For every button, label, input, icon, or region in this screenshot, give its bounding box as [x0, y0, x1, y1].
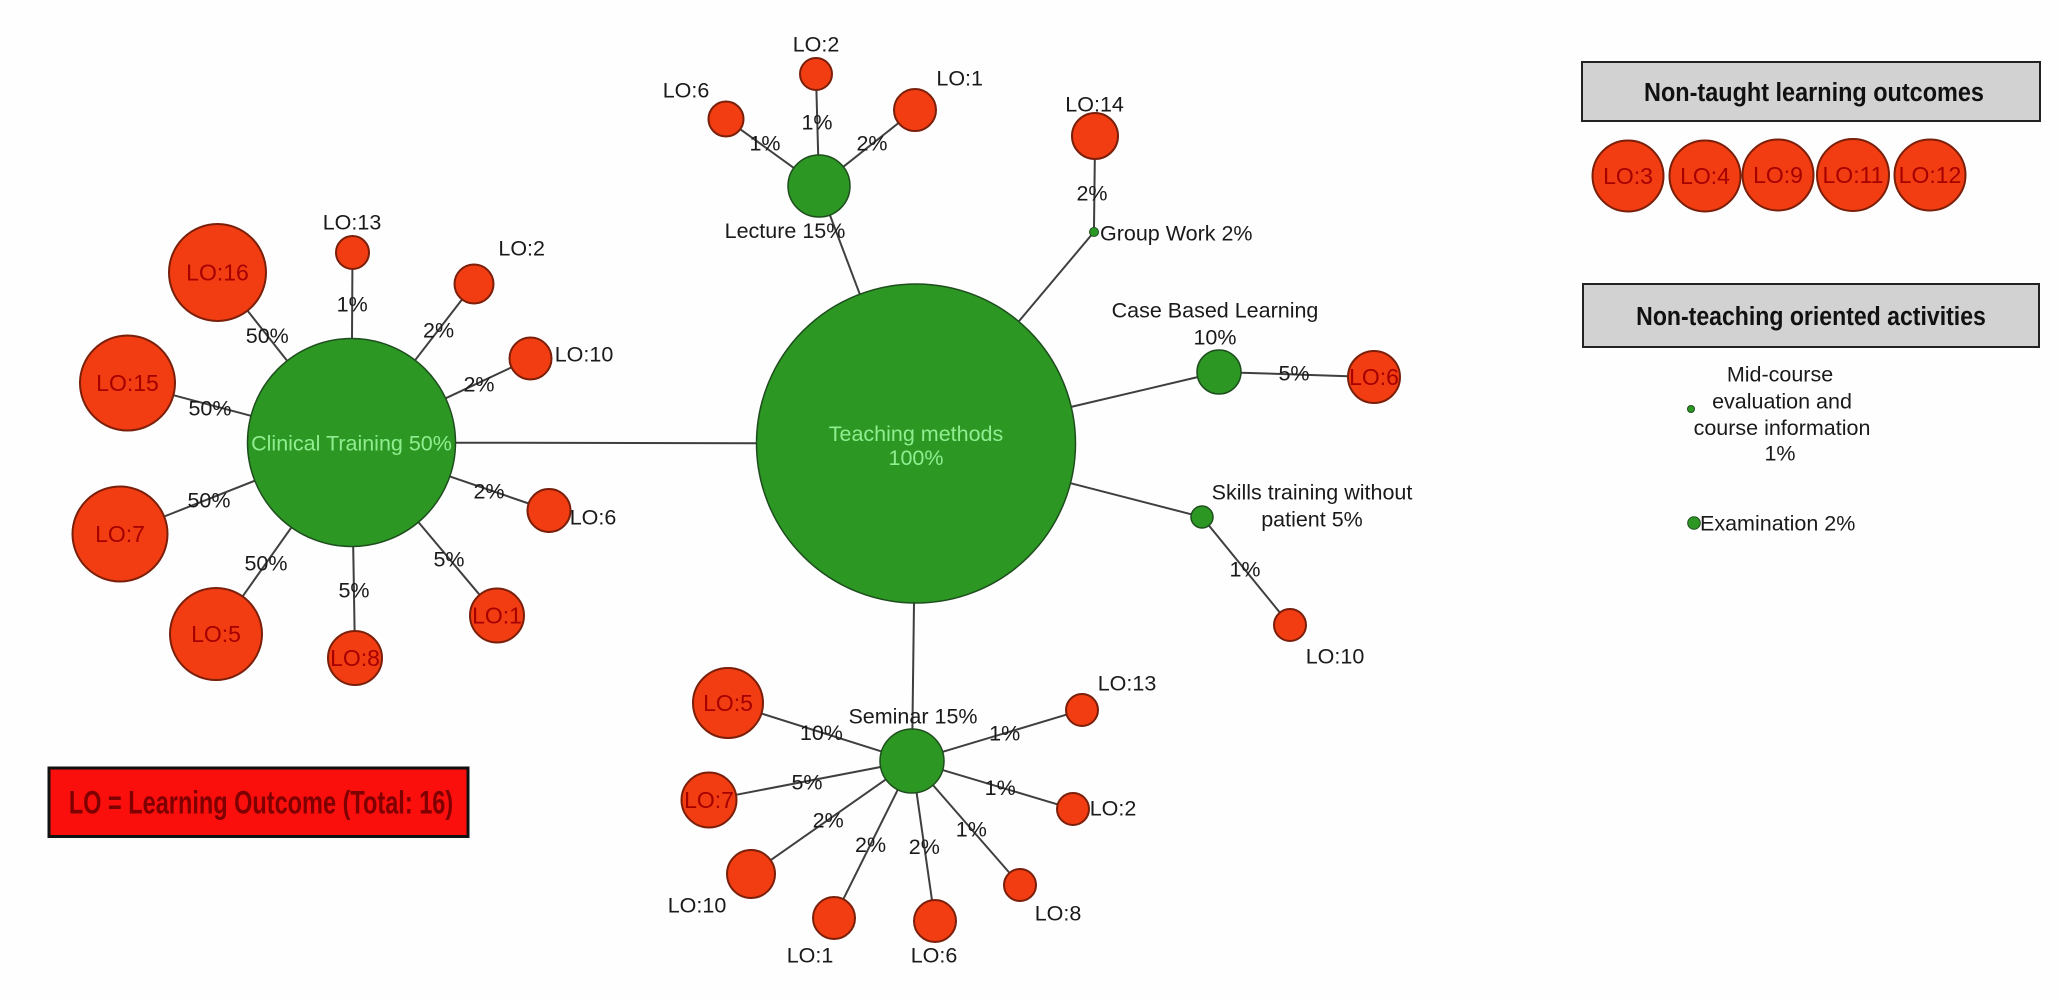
svg-text:2%: 2%	[813, 808, 844, 832]
svg-text:1%: 1%	[1229, 558, 1260, 582]
svg-text:LO:6: LO:6	[1349, 364, 1399, 390]
svg-text:Case Based Learning: Case Based Learning	[1112, 299, 1319, 323]
svg-text:LO:14: LO:14	[1065, 93, 1124, 117]
svg-text:5%: 5%	[433, 548, 464, 572]
svg-text:course information: course information	[1694, 416, 1871, 440]
svg-text:Lecture 15%: Lecture 15%	[725, 219, 846, 243]
svg-text:Non-teaching oriented activiti: Non-teaching oriented activities	[1636, 303, 1986, 332]
svg-text:LO:6: LO:6	[570, 506, 617, 530]
svg-text:2%: 2%	[1076, 182, 1107, 206]
svg-text:LO:10: LO:10	[668, 894, 727, 918]
svg-text:LO:2: LO:2	[498, 237, 545, 261]
svg-text:LO:1: LO:1	[936, 67, 983, 91]
svg-text:LO = Learning Outcome (Total:: LO = Learning Outcome (Total: 16)	[69, 785, 453, 820]
svg-text:10%: 10%	[1193, 326, 1236, 350]
svg-text:LO:13: LO:13	[1098, 672, 1157, 696]
svg-text:LO:1: LO:1	[472, 603, 522, 629]
svg-text:Seminar 15%: Seminar 15%	[848, 705, 977, 729]
svg-text:LO:5: LO:5	[191, 621, 241, 647]
svg-text:1%: 1%	[985, 776, 1016, 800]
svg-text:LO:16: LO:16	[186, 260, 249, 286]
svg-text:Teaching methods: Teaching methods	[829, 422, 1004, 446]
svg-text:patient 5%: patient 5%	[1261, 508, 1363, 532]
svg-text:10%: 10%	[800, 721, 843, 745]
svg-text:LO:10: LO:10	[1306, 645, 1365, 669]
svg-text:5%: 5%	[1278, 362, 1309, 386]
svg-text:LO:7: LO:7	[95, 521, 145, 547]
svg-text:5%: 5%	[338, 579, 369, 603]
svg-text:50%: 50%	[244, 552, 287, 576]
svg-text:2%: 2%	[856, 132, 887, 156]
svg-text:Mid-course: Mid-course	[1727, 363, 1833, 387]
svg-text:Skills training without: Skills training without	[1212, 481, 1413, 505]
svg-text:LO:6: LO:6	[663, 79, 710, 103]
svg-text:2%: 2%	[473, 480, 504, 504]
svg-text:1%: 1%	[956, 818, 987, 842]
svg-text:LO:6: LO:6	[911, 944, 958, 968]
svg-text:evaluation and: evaluation and	[1712, 390, 1852, 414]
svg-text:1%: 1%	[337, 292, 368, 316]
svg-text:LO:7: LO:7	[684, 787, 734, 813]
svg-text:LO:12: LO:12	[1899, 162, 1962, 188]
svg-text:2%: 2%	[909, 835, 940, 859]
svg-text:1%: 1%	[749, 132, 780, 156]
svg-text:LO:2: LO:2	[1090, 797, 1137, 821]
svg-text:1%: 1%	[801, 111, 832, 135]
svg-text:LO:13: LO:13	[323, 211, 382, 235]
svg-text:LO:10: LO:10	[555, 343, 614, 367]
svg-text:50%: 50%	[246, 324, 289, 348]
svg-text:LO:8: LO:8	[330, 645, 380, 671]
svg-text:LO:8: LO:8	[1035, 902, 1082, 926]
svg-text:2%: 2%	[423, 318, 454, 342]
svg-text:2%: 2%	[463, 373, 494, 397]
svg-text:LO:9: LO:9	[1753, 162, 1803, 188]
svg-text:LO:1: LO:1	[787, 944, 834, 968]
svg-text:1%: 1%	[1764, 442, 1795, 466]
svg-text:Examination 2%: Examination 2%	[1700, 512, 1855, 536]
svg-text:LO:3: LO:3	[1603, 163, 1653, 189]
svg-text:Group Work 2%: Group Work 2%	[1100, 222, 1253, 246]
svg-text:50%: 50%	[188, 397, 231, 421]
svg-text:LO:5: LO:5	[703, 690, 753, 716]
svg-text:LO:4: LO:4	[1680, 163, 1730, 189]
svg-text:5%: 5%	[791, 771, 822, 795]
svg-text:50%: 50%	[187, 489, 230, 513]
svg-text:1%: 1%	[989, 722, 1020, 746]
svg-text:LO:11: LO:11	[1823, 162, 1884, 188]
svg-text:LO:2: LO:2	[793, 33, 840, 57]
svg-text:100%: 100%	[889, 446, 944, 470]
svg-text:Non-taught learning outcomes: Non-taught learning outcomes	[1644, 79, 1984, 107]
svg-text:2%: 2%	[855, 833, 886, 857]
svg-text:Clinical Training 50%: Clinical Training 50%	[251, 432, 452, 456]
svg-text:LO:15: LO:15	[96, 370, 159, 396]
